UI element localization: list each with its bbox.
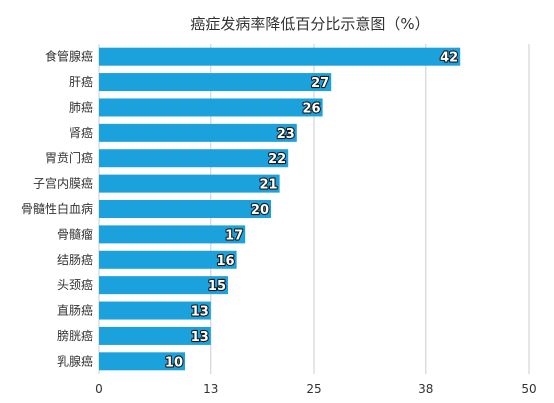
category-label: 头颈癌 [57, 277, 93, 292]
bar [99, 352, 185, 371]
value-labels: 42 27 26 23 22 21 20 17 16 15 13 13 10 [164, 50, 459, 372]
category-label: 结肠癌 [57, 252, 93, 267]
bar [99, 98, 323, 117]
category-label: 食管腺癌 [45, 49, 93, 64]
category-label: 肺癌 [69, 99, 93, 114]
category-label: 膀胱癌 [57, 328, 93, 343]
category-label: 子宫内膜癌 [33, 176, 93, 191]
bar [99, 225, 246, 244]
value-label: 21 [260, 178, 278, 193]
x-tick-label: 13 [203, 382, 218, 396]
value-label: 20 [251, 203, 269, 218]
bar [99, 326, 211, 345]
bar [99, 174, 280, 193]
category-label: 骨髓性白血病 [21, 201, 93, 216]
category-label: 肝癌 [69, 74, 93, 89]
value-label: 23 [277, 127, 295, 142]
category-label: 乳腺癌 [57, 353, 93, 368]
value-label: 26 [303, 101, 321, 116]
bar [99, 250, 237, 269]
value-label: 13 [191, 305, 209, 320]
category-label: 胃贲门癌 [45, 150, 93, 165]
category-labels: 食管腺癌肝癌肺癌肾癌胃贲门癌子宫内膜癌骨髓性白血病骨髓瘤结肠癌头颈癌直肠癌膀胱癌… [21, 49, 93, 369]
bar [99, 47, 461, 66]
value-label: 17 [225, 228, 243, 243]
value-label: 22 [268, 152, 286, 167]
bar [99, 200, 271, 218]
value-label: 16 [217, 254, 235, 269]
value-label: 15 [208, 279, 226, 294]
x-tick-label: 50 [521, 382, 536, 396]
category-label: 直肠癌 [57, 303, 93, 318]
value-label: 42 [440, 51, 458, 66]
x-axis-ticks: 0 13 25 38 50 [95, 382, 536, 396]
bars [99, 47, 461, 371]
value-label: 27 [311, 76, 329, 91]
chart-title: 癌症发病率降低百分比示意图（%） [190, 15, 429, 33]
bar [99, 276, 228, 295]
bar [99, 73, 332, 92]
x-tick-label: 25 [306, 382, 321, 396]
bar [99, 301, 211, 320]
bar [99, 123, 297, 142]
category-label: 骨髓瘤 [57, 226, 93, 241]
value-label: 13 [191, 330, 209, 345]
x-tick-label: 0 [95, 382, 103, 396]
value-label: 10 [165, 355, 183, 370]
category-label: 肾癌 [69, 125, 93, 140]
bar [99, 149, 289, 168]
x-tick-label: 38 [418, 382, 433, 396]
